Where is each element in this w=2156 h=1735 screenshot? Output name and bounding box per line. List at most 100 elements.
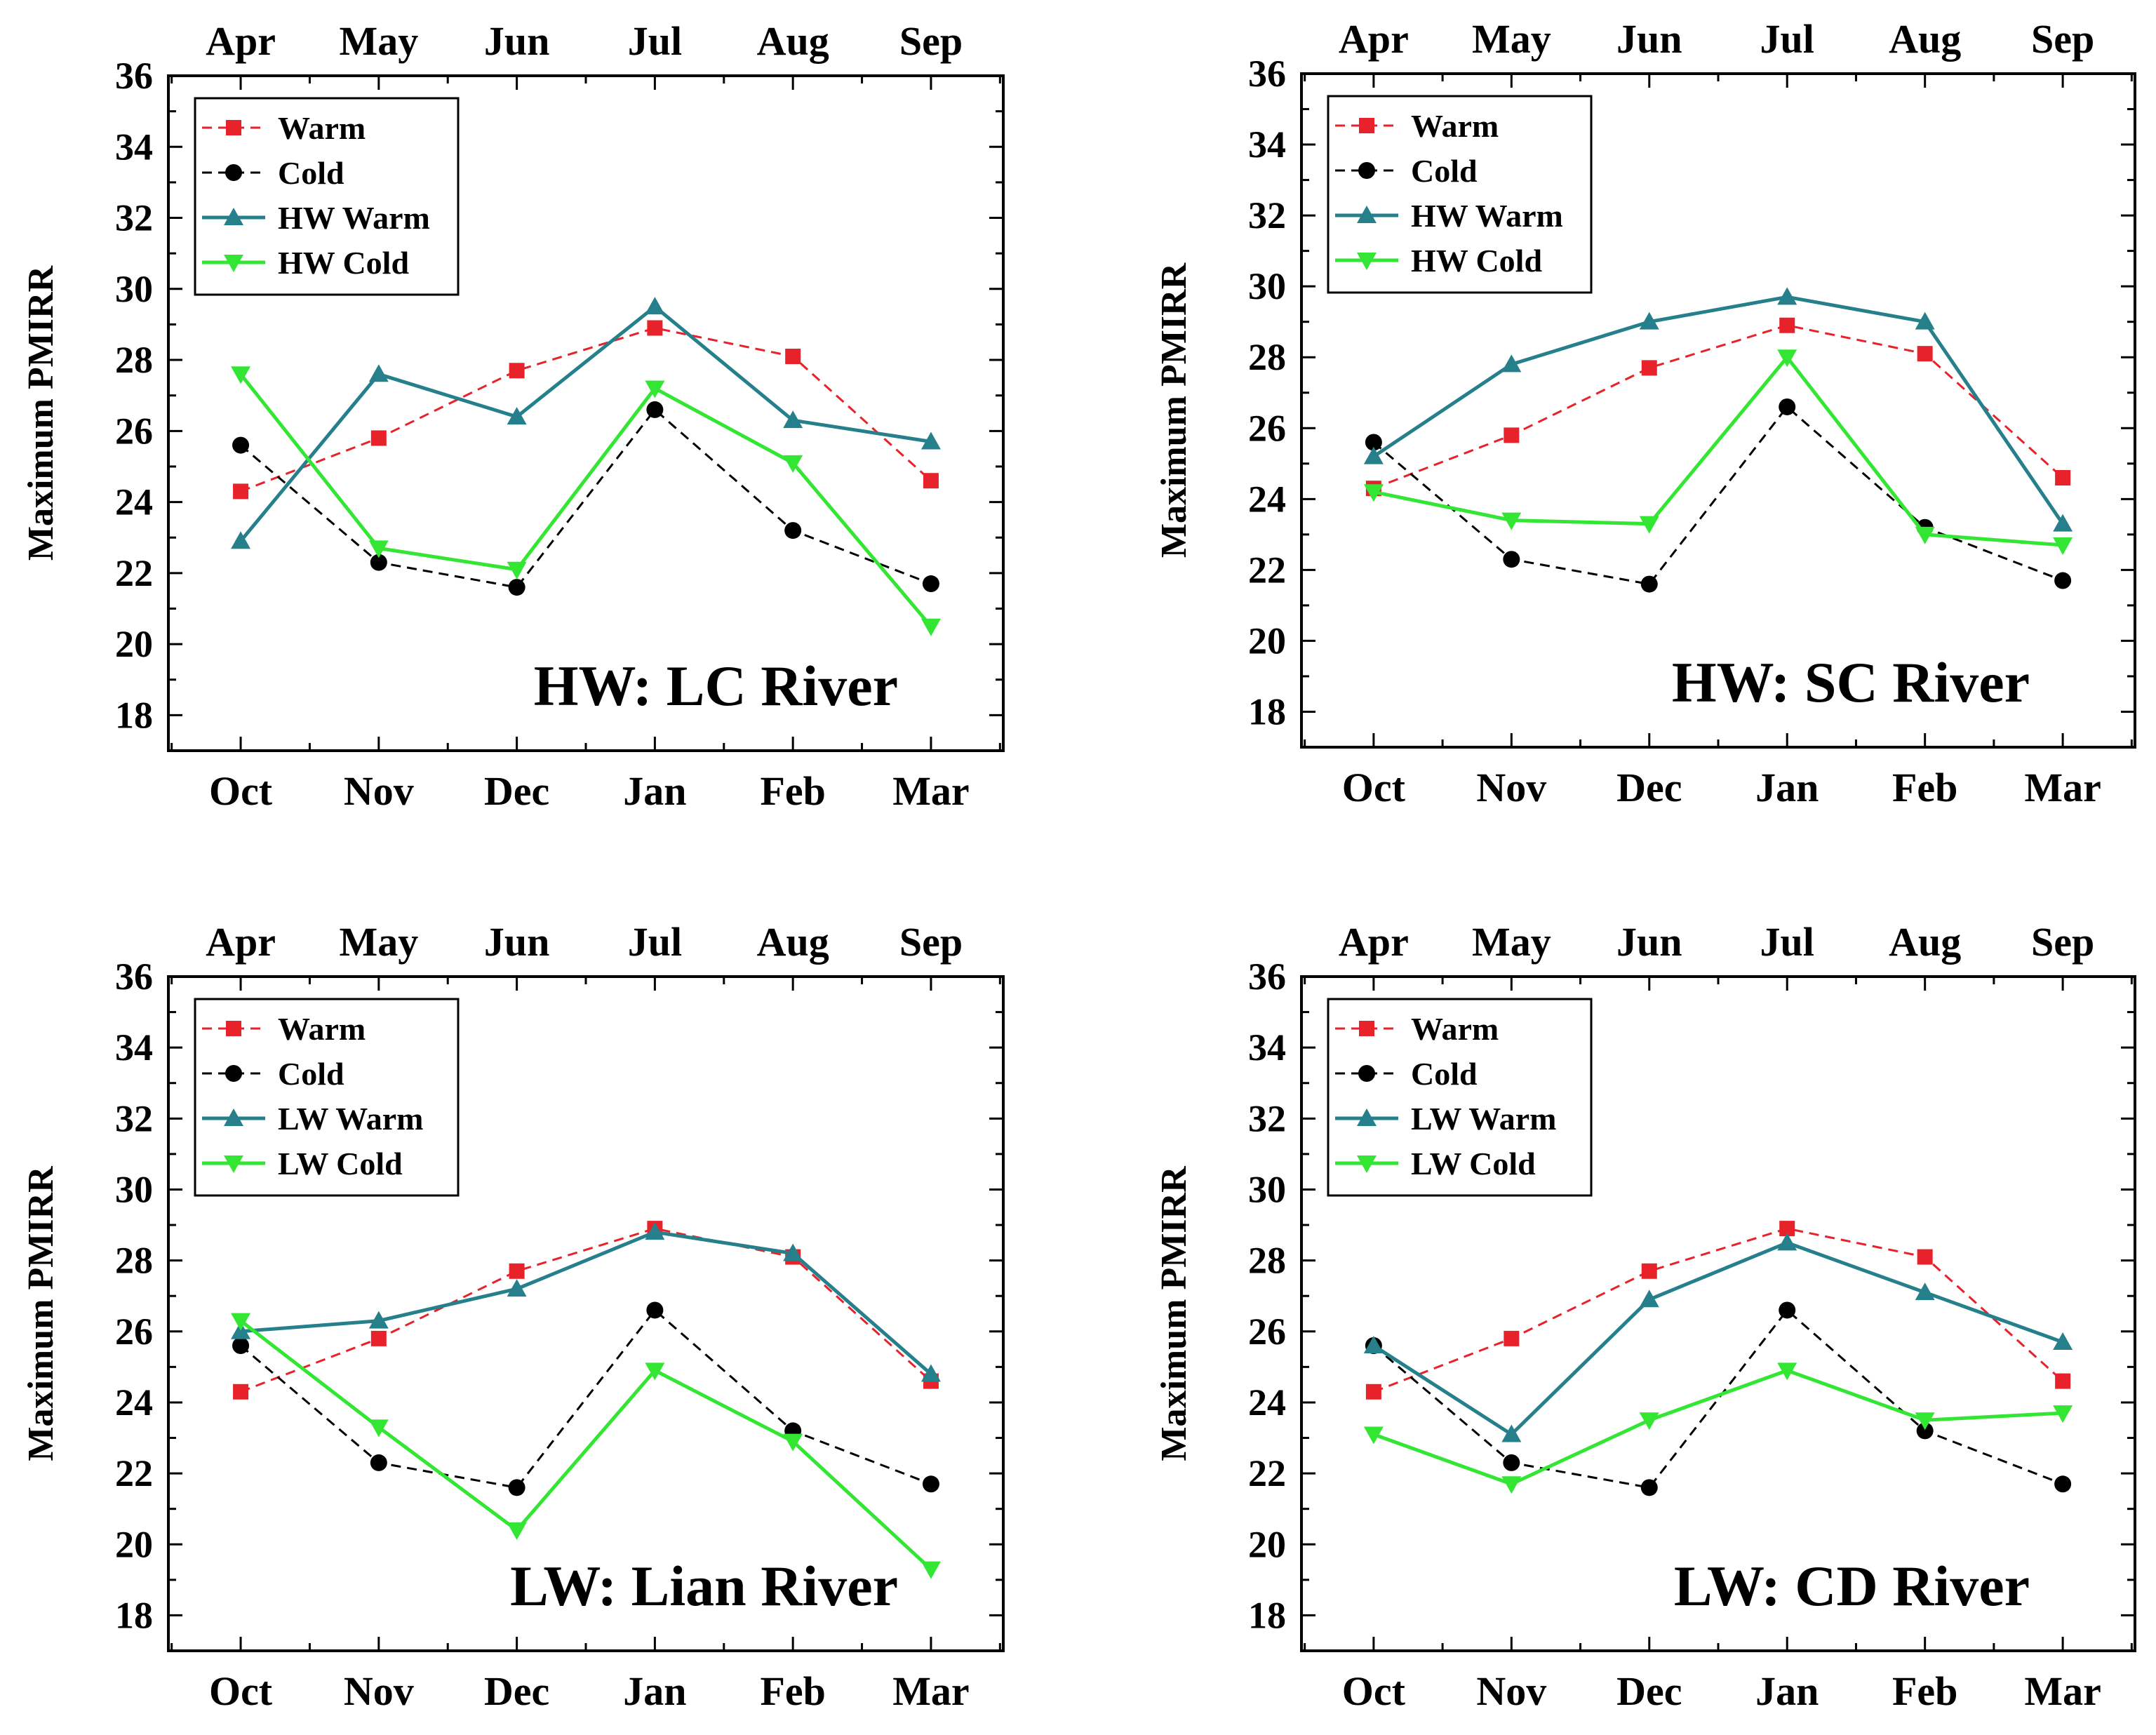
data-point [1504,427,1520,443]
data-point [646,1301,664,1319]
legend: Warm Cold LW Warm LW Cold [1327,998,1593,1197]
y-tick-label: 20 [1248,1523,1286,1565]
data-point [645,297,665,315]
x-tick-label-top: Jun [484,18,550,64]
legend: Warm Cold HW Warm HW Cold [1327,95,1593,294]
data-point [1639,312,1659,330]
series-hw-cold [1363,349,2073,555]
data-point [1504,1330,1520,1346]
y-tick-label: 24 [1248,1381,1286,1423]
data-point [1365,434,1382,451]
data-point [509,1263,525,1279]
y-tick-label: 28 [1248,1240,1286,1282]
data-point [233,1384,249,1400]
data-point [1501,512,1522,530]
y-tick-label: 24 [115,481,153,523]
series-line [1373,1227,2064,1393]
data-point [1915,312,1935,330]
y-tick-label: 34 [115,126,153,168]
x-tick-label-top: Sep [899,919,963,965]
x-tick-label-bottom: Feb [760,1668,825,1714]
x-tick-label-bottom: Feb [1892,1668,1957,1714]
data-point [1639,516,1659,534]
data-point [1363,484,1384,502]
data-point [232,436,250,454]
series-warm [1365,1221,2071,1400]
y-tick-label: 28 [115,339,153,381]
x-tick-label-bottom: Jan [623,1668,686,1714]
legend-entry: LW Cold [1411,1146,1536,1181]
series-line [1372,1240,2063,1437]
data-point [1641,360,1657,376]
data-point [1777,349,1797,368]
data-point [1640,575,1658,593]
data-point [922,1475,939,1493]
data-point [232,1337,250,1355]
legend-entry: LW Cold [278,1146,403,1181]
data-point [368,364,389,382]
series-line [240,1308,932,1489]
y-tick-label: 32 [1248,1097,1286,1139]
x-tick-label-top: Apr [1339,919,1409,965]
chart-panel-1: 18 20 22 24 26 28 30 32 34 36 Oct Nov Dec Jan Feb Mar Ap… [21,18,1005,814]
x-tick-label-top: Jun [1616,16,1682,62]
legend-entry: LW Warm [278,1101,424,1137]
y-tick-label: 36 [1248,956,1286,998]
data-point [231,531,251,549]
series-line [239,1319,932,1571]
data-point [368,1419,389,1438]
x-tick-label-bottom: Dec [484,1668,549,1714]
series-lw-cold [231,1313,941,1579]
series-line [1373,1368,2063,1486]
legend-marker [1357,206,1377,223]
legend-entry: Warm [278,1011,366,1047]
data-point [1779,1301,1796,1319]
legend-marker [225,164,242,181]
series-line [239,373,932,628]
series-line [1373,354,2063,547]
x-tick-label-bottom: Oct [1342,1668,1406,1714]
series-hw-warm [1363,287,2073,532]
data-point [784,522,802,540]
legend-entry: Cold [1411,1056,1478,1092]
y-tick-label: 18 [115,1594,153,1636]
legend-entry: Warm [1411,1011,1499,1047]
data-point [1917,1249,1933,1265]
x-tick-label-bottom: Jan [623,768,686,814]
legend: Warm Cold HW Warm HW Cold [194,97,460,296]
x-tick-label-top: Jun [484,919,550,965]
x-tick-label-top: May [339,18,418,64]
data-point [1363,1426,1384,1445]
x-tick-label-top: Jul [628,919,682,965]
data-point [783,455,803,473]
legend: Warm Cold LW Warm LW Cold [194,998,460,1197]
x-tick-label-top: Sep [2031,919,2094,965]
data-point [646,401,664,418]
legend-entry: LW Warm [1411,1101,1557,1137]
x-tick-label-bottom: Nov [1476,1668,1546,1714]
data-point [783,410,803,429]
y-tick-label: 26 [1248,1311,1286,1353]
series-line [240,326,932,493]
data-point [1777,1233,1797,1251]
legend-marker [224,208,243,225]
legend-entry: Cold [278,1056,344,1092]
data-point [1501,1424,1522,1442]
x-tick-label-bottom: Oct [209,768,273,814]
data-point [231,366,251,384]
legend-marker [1358,1065,1375,1082]
data-point [2054,1475,2072,1493]
series-line [239,304,932,542]
data-point [1641,1263,1657,1279]
y-tick-label: 30 [115,268,153,310]
legend-entry: Warm [1411,108,1499,144]
legend-entry: HW Warm [278,200,430,236]
x-tick-label-bottom: Dec [1616,1668,1682,1714]
data-point [509,363,525,379]
y-tick-label: 34 [115,1026,153,1069]
series-line [1372,405,2063,586]
y-tick-label: 36 [115,956,153,998]
data-point [2053,1405,2073,1423]
y-axis-label: Maximum PMIRR [1154,262,1194,558]
